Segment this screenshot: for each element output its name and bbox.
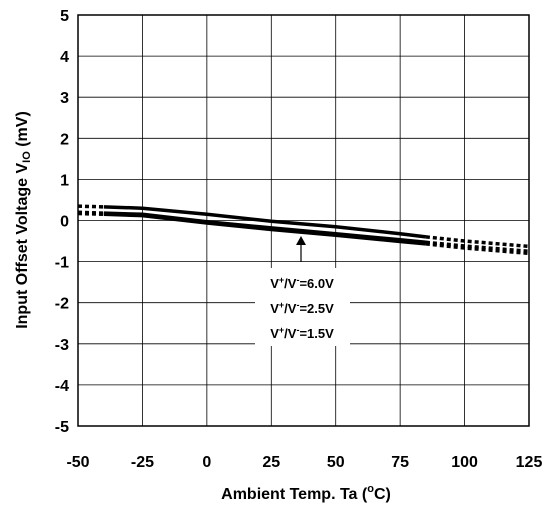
x-tick-label: 25 [262, 454, 280, 471]
y-tick-label: 4 [60, 49, 69, 66]
x-axis-title-sup: o [367, 483, 374, 495]
legend-label-6v: V+/V-=6.0V [270, 275, 334, 291]
x-tick-labels: -50 -25 0 25 50 75 100 125 [66, 454, 542, 471]
x-axis-title-tail: C) [374, 486, 391, 503]
series-0-extrapolated-right [425, 235, 530, 249]
series-0-extrapolated-left [77, 204, 104, 209]
y-axis-title-sub: IO [21, 151, 33, 163]
legend-label-2-5v: V+/V-=2.5V [270, 300, 334, 316]
x-axis-title: Ambient Temp. Ta (oC) [221, 483, 391, 503]
y-axis-title-main: Input Offset Voltage V [14, 163, 31, 329]
annotation-arrow-head [296, 236, 306, 245]
series-2-extrapolated-right [425, 242, 530, 256]
y-tick-label: -3 [55, 337, 69, 354]
x-tick-label: -25 [131, 454, 154, 471]
series-2-line [103, 212, 427, 246]
series-2-extrapolated-left [77, 211, 104, 217]
x-axis-title-main: Ambient Temp. Ta ( [221, 486, 368, 503]
y-axis-title: Input Offset Voltage VIO (mV) [14, 111, 33, 329]
y-tick-label: 0 [60, 214, 69, 231]
grid [77, 14, 530, 427]
x-tick-label: 100 [451, 454, 478, 471]
series-lines [77, 204, 530, 256]
x-tick-label: 125 [516, 454, 543, 471]
y-tick-label: 2 [60, 131, 69, 148]
y-tick-label: -4 [55, 378, 69, 395]
y-tick-labels: 5 4 3 2 1 0 -1 -2 -3 -4 -5 [55, 8, 69, 436]
y-tick-label: -5 [55, 419, 69, 436]
x-tick-label: -50 [66, 454, 89, 471]
y-axis-title-tail: (mV) [14, 111, 31, 151]
y-tick-label: -1 [55, 255, 69, 272]
series-1-extrapolated-right [425, 240, 530, 254]
y-tick-label: -2 [55, 296, 69, 313]
x-tick-label: 0 [202, 454, 211, 471]
y-tick-label: 1 [60, 172, 69, 189]
series-0-line [103, 205, 427, 239]
x-tick-label: 75 [391, 454, 409, 471]
y-tick-label: 5 [60, 8, 69, 25]
legend-label-1-5v: V+/V-=1.5V [270, 325, 334, 341]
plot-frame [77, 14, 530, 427]
y-tick-label: 3 [60, 90, 69, 107]
annotation-box [255, 268, 350, 346]
series-annotation: V+/V-=6.0V V+/V-=2.5V V+/V-=1.5V [255, 236, 350, 346]
x-tick-label: 50 [327, 454, 345, 471]
